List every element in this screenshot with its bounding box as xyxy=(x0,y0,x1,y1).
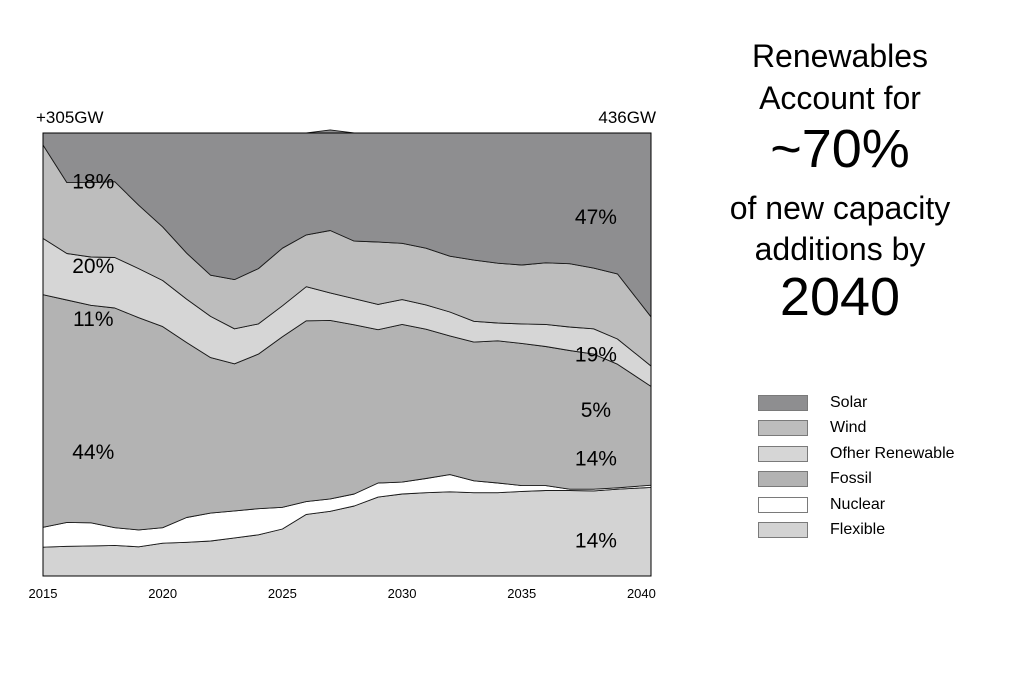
x-tick-label: 2015 xyxy=(29,586,58,601)
legend-item: Ofher Renewable xyxy=(758,441,955,467)
share-label: 11% xyxy=(73,308,113,331)
share-label: 14% xyxy=(575,530,617,553)
area-layers xyxy=(42,129,652,577)
top-right-capacity-label: 436GW xyxy=(598,108,656,127)
share-label: 20% xyxy=(72,255,114,278)
legend-swatch xyxy=(758,394,808,411)
headline-line-4: additions by xyxy=(754,231,926,267)
x-tick-label: 2020 xyxy=(148,586,177,601)
legend-swatch xyxy=(758,522,808,539)
legend-label: Wind xyxy=(830,419,867,437)
share-label: 5% xyxy=(581,399,611,422)
legend-item: Flexible xyxy=(758,518,955,544)
legend-item: Nuclear xyxy=(758,492,955,518)
plot-frame xyxy=(42,132,652,577)
legend-label: Solar xyxy=(830,393,868,411)
share-label: 19% xyxy=(575,344,617,367)
legend-item: Wind xyxy=(758,416,955,442)
share-label: 47% xyxy=(575,206,617,229)
legend-label: Flexible xyxy=(830,521,886,539)
headline-line-3: of new capacity xyxy=(729,190,951,226)
legend-label: Fossil xyxy=(830,470,872,488)
share-annotations: 18% 20% 11% 44% 47% 19% 5% 14% 14% xyxy=(72,171,617,553)
legend-swatch xyxy=(758,496,808,513)
x-tick-label: 2030 xyxy=(388,586,417,601)
headline-big-percent: ~70% xyxy=(770,119,910,179)
legend-swatch xyxy=(758,471,808,488)
top-left-capacity-label: +305GW xyxy=(36,108,104,127)
headline-line-1: Renewables xyxy=(751,38,929,74)
share-label: 44% xyxy=(72,441,114,464)
share-label: 18% xyxy=(72,171,114,194)
legend-label: Nuclear xyxy=(830,495,886,513)
x-axis-ticks: 2015 2020 2025 2030 2035 2040 xyxy=(29,586,656,601)
headline-line-2: Account for xyxy=(759,80,921,116)
legend-swatch xyxy=(758,445,808,462)
legend-item: Solar xyxy=(758,390,955,416)
x-tick-label: 2035 xyxy=(507,586,536,601)
legend: Solar Wind Ofher Renewable Fossil Nuclear Fle… xyxy=(758,390,955,543)
legend-label: Ofher Renewable xyxy=(830,444,955,462)
headline-big-year: 2040 xyxy=(779,267,901,327)
x-tick-label: 2025 xyxy=(268,586,297,601)
share-label: 14% xyxy=(575,448,617,471)
legend-swatch xyxy=(758,420,808,437)
legend-item: Fossil xyxy=(758,467,955,493)
x-tick-label: 2040 xyxy=(627,586,656,601)
